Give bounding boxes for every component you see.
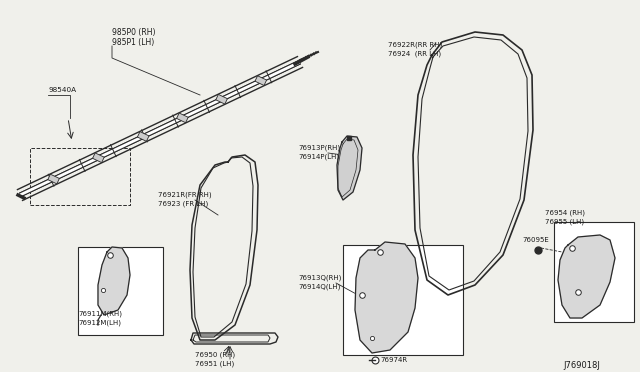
Text: 76095E: 76095E (522, 237, 548, 243)
Polygon shape (355, 242, 418, 353)
Bar (78, 247, 163, 335)
Text: 76913P(RH): 76913P(RH) (298, 145, 340, 151)
Text: 76914Q(LH): 76914Q(LH) (298, 284, 340, 290)
Text: 76923 (FR LH): 76923 (FR LH) (158, 201, 208, 207)
Bar (343, 245, 463, 355)
Bar (554, 222, 634, 322)
Text: 76950 (RH): 76950 (RH) (195, 352, 235, 358)
Text: 76911M(RH): 76911M(RH) (78, 311, 122, 317)
Text: 76914P(LH): 76914P(LH) (298, 154, 339, 160)
Bar (255, 76, 267, 86)
Polygon shape (98, 247, 130, 315)
Text: 76951 (LH): 76951 (LH) (195, 361, 234, 367)
Text: 76955 (LH): 76955 (LH) (545, 219, 584, 225)
Bar (138, 132, 149, 141)
Text: 76913Q(RH): 76913Q(RH) (298, 275, 341, 281)
Text: 985P1 (LH): 985P1 (LH) (112, 38, 154, 46)
Bar (93, 153, 104, 163)
Text: 98540A: 98540A (48, 87, 76, 93)
Text: 76954 (RH): 76954 (RH) (545, 210, 585, 216)
Bar (48, 174, 60, 184)
Text: 76924  (RR LH): 76924 (RR LH) (388, 51, 441, 57)
Text: 76921R(FR RH): 76921R(FR RH) (158, 192, 212, 198)
Bar (177, 113, 188, 123)
Text: J769018J: J769018J (563, 362, 600, 371)
Polygon shape (558, 235, 615, 318)
Text: 76912M(LH): 76912M(LH) (78, 320, 121, 326)
Bar (216, 94, 227, 104)
Text: 76974R: 76974R (380, 357, 407, 363)
Text: 76922R(RR RH): 76922R(RR RH) (388, 42, 442, 48)
Text: 985P0 (RH): 985P0 (RH) (112, 28, 156, 36)
Polygon shape (337, 136, 362, 200)
